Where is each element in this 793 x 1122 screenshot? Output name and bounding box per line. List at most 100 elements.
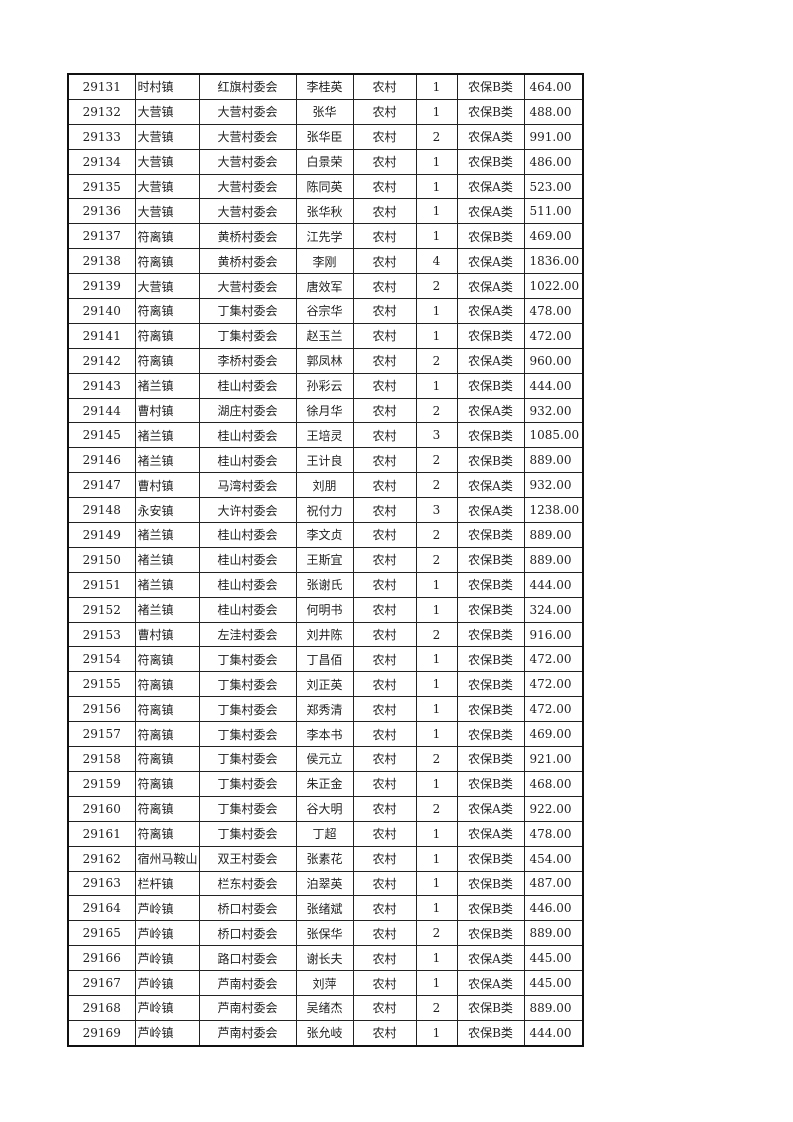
town-cell: 符离镇 xyxy=(134,795,200,822)
town-cell: 芦岭镇 xyxy=(134,895,200,922)
record-id-cell: 29134 xyxy=(67,148,136,175)
village-committee-cell: 左洼村委会 xyxy=(198,621,297,648)
town-cell: 符离镇 xyxy=(134,770,200,797)
area-type-cell: 农村 xyxy=(352,98,417,125)
household-count-cell: 2 xyxy=(415,447,458,474)
area-type-cell: 农村 xyxy=(352,721,417,748)
area-type-cell: 农村 xyxy=(352,273,417,300)
village-committee-cell: 大营村委会 xyxy=(198,123,297,150)
amount-cell: 472.00 xyxy=(523,696,584,723)
insurance-class-cell: 农保B类 xyxy=(456,372,525,399)
area-type-cell: 农村 xyxy=(352,945,417,972)
insurance-class-cell: 农保B类 xyxy=(456,646,525,673)
town-cell: 褚兰镇 xyxy=(134,447,200,474)
area-type-cell: 农村 xyxy=(352,173,417,200)
table-row: 29159 符离镇 丁集村委会 朱正金 农村 1 农保B类 468.00 xyxy=(67,770,584,797)
village-committee-cell: 桥口村委会 xyxy=(198,895,297,922)
insurance-class-cell: 农保A类 xyxy=(456,248,525,275)
insurance-class-cell: 农保B类 xyxy=(456,223,525,250)
household-count-cell: 1 xyxy=(415,98,458,125)
record-id-cell: 29142 xyxy=(67,347,136,374)
person-name-cell: 吴绪杰 xyxy=(295,994,354,1021)
person-name-cell: 江先学 xyxy=(295,223,354,250)
table-row: 29154 符离镇 丁集村委会 丁昌佰 农村 1 农保B类 472.00 xyxy=(67,646,584,673)
table-row: 29156 符离镇 丁集村委会 郑秀清 农村 1 农保B类 472.00 xyxy=(67,696,584,723)
village-committee-cell: 大营村委会 xyxy=(198,173,297,200)
insurance-class-cell: 农保A类 xyxy=(456,397,525,424)
household-count-cell: 2 xyxy=(415,920,458,947)
household-count-cell: 2 xyxy=(415,546,458,573)
amount-cell: 932.00 xyxy=(523,472,584,499)
amount-cell: 478.00 xyxy=(523,298,584,324)
village-committee-cell: 路口村委会 xyxy=(198,945,297,972)
table-row: 29137 符离镇 黄桥村委会 江先学 农村 1 农保B类 469.00 xyxy=(67,223,584,250)
amount-cell: 487.00 xyxy=(523,870,584,897)
person-name-cell: 泊翠英 xyxy=(295,870,354,897)
table-row: 29169 芦岭镇 芦南村委会 张允岐 农村 1 农保B类 444.00 xyxy=(67,1019,584,1047)
area-type-cell: 农村 xyxy=(352,497,417,524)
person-name-cell: 唐效军 xyxy=(295,273,354,300)
record-id-cell: 29136 xyxy=(67,198,136,225)
insurance-class-cell: 农保B类 xyxy=(456,721,525,748)
insurance-class-cell: 农保B类 xyxy=(456,870,525,897)
insurance-class-cell: 农保B类 xyxy=(456,322,525,349)
household-count-cell: 1 xyxy=(415,73,458,100)
insurance-class-cell: 农保B类 xyxy=(456,845,525,872)
person-name-cell: 刘萍 xyxy=(295,970,354,996)
village-committee-cell: 丁集村委会 xyxy=(198,646,297,673)
person-name-cell: 郭凤林 xyxy=(295,347,354,374)
person-name-cell: 李文贞 xyxy=(295,522,354,548)
area-type-cell: 农村 xyxy=(352,73,417,100)
table-row: 29136 大营镇 大营村委会 张华秋 农村 1 农保A类 511.00 xyxy=(67,198,584,225)
household-count-cell: 2 xyxy=(415,522,458,548)
record-id-cell: 29153 xyxy=(67,621,136,648)
person-name-cell: 朱正金 xyxy=(295,770,354,797)
town-cell: 大营镇 xyxy=(134,148,200,175)
village-committee-cell: 丁集村委会 xyxy=(198,721,297,748)
record-id-cell: 29138 xyxy=(67,248,136,275)
person-name-cell: 王计良 xyxy=(295,447,354,474)
person-name-cell: 刘井陈 xyxy=(295,621,354,648)
record-id-cell: 29163 xyxy=(67,870,136,897)
village-committee-cell: 大营村委会 xyxy=(198,148,297,175)
insurance-class-cell: 农保A类 xyxy=(456,970,525,996)
household-count-cell: 1 xyxy=(415,696,458,723)
area-type-cell: 农村 xyxy=(352,845,417,872)
amount-cell: 472.00 xyxy=(523,646,584,673)
table-row: 29147 曹村镇 马湾村委会 刘朋 农村 2 农保A类 932.00 xyxy=(67,472,584,499)
record-id-cell: 29148 xyxy=(67,497,136,524)
town-cell: 符离镇 xyxy=(134,298,200,324)
record-id-cell: 29131 xyxy=(67,73,136,100)
household-count-cell: 1 xyxy=(415,945,458,972)
town-cell: 褚兰镇 xyxy=(134,571,200,598)
household-count-cell: 1 xyxy=(415,895,458,922)
insurance-class-cell: 农保B类 xyxy=(456,895,525,922)
table-row: 29148 永安镇 大许村委会 祝付力 农村 3 农保A类 1238.00 xyxy=(67,497,584,524)
area-type-cell: 农村 xyxy=(352,546,417,573)
table-row: 29138 符离镇 黄桥村委会 李刚 农村 4 农保A类 1836.00 xyxy=(67,248,584,275)
area-type-cell: 农村 xyxy=(352,198,417,225)
table-row: 29134 大营镇 大营村委会 白景荣 农村 1 农保B类 486.00 xyxy=(67,148,584,175)
town-cell: 曹村镇 xyxy=(134,397,200,424)
area-type-cell: 农村 xyxy=(352,696,417,723)
person-name-cell: 丁昌佰 xyxy=(295,646,354,673)
table-row: 29142 符离镇 李桥村委会 郭凤林 农村 2 农保A类 960.00 xyxy=(67,347,584,374)
town-cell: 符离镇 xyxy=(134,696,200,723)
insurance-class-cell: 农保A类 xyxy=(456,945,525,972)
record-id-cell: 29160 xyxy=(67,795,136,822)
village-committee-cell: 芦南村委会 xyxy=(198,1019,297,1047)
table-row: 29155 符离镇 丁集村委会 刘正英 农村 1 农保B类 472.00 xyxy=(67,671,584,698)
amount-cell: 464.00 xyxy=(523,73,584,100)
village-committee-cell: 桂山村委会 xyxy=(198,571,297,598)
insurance-class-cell: 农保B类 xyxy=(456,621,525,648)
record-id-cell: 29169 xyxy=(67,1019,136,1047)
person-name-cell: 刘正英 xyxy=(295,671,354,698)
town-cell: 大营镇 xyxy=(134,273,200,300)
town-cell: 符离镇 xyxy=(134,347,200,374)
area-type-cell: 农村 xyxy=(352,322,417,349)
insurance-class-cell: 农保A类 xyxy=(456,820,525,847)
person-name-cell: 张华秋 xyxy=(295,198,354,225)
insurance-class-cell: 农保B类 xyxy=(456,522,525,548)
table-row: 29149 褚兰镇 桂山村委会 李文贞 农村 2 农保B类 889.00 xyxy=(67,522,584,548)
area-type-cell: 农村 xyxy=(352,870,417,897)
